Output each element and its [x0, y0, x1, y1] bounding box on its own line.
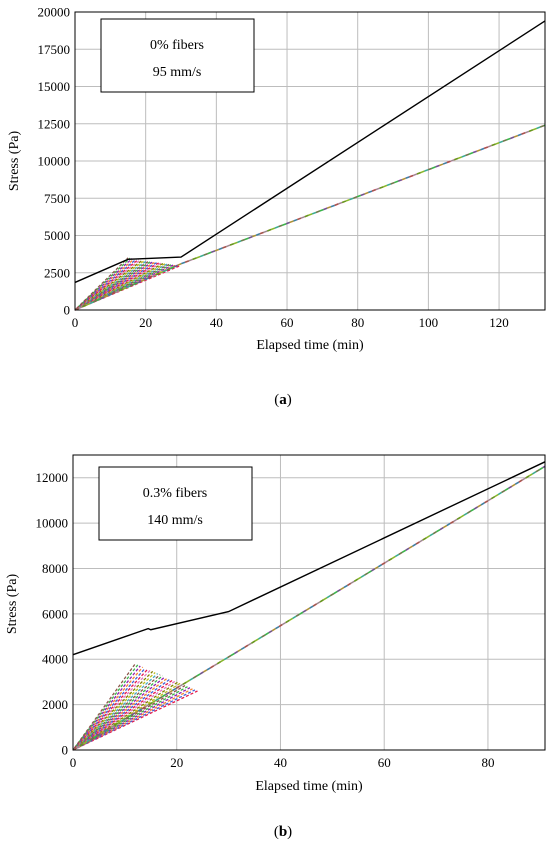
plot-frame-a [74, 11, 546, 311]
chart-panel-b: 0 20 40 60 80 0 2000 4000 6000 8000 10000 12000 El… [5, 454, 546, 840]
x-axis-label-a: Elapsed time (min) [256, 338, 364, 353]
y-tick-label: 12000 [36, 470, 69, 485]
fiber-curve [74, 262, 167, 311]
plot-frame-b [72, 454, 546, 751]
annotation-line-2-a: 95 mm/s [153, 65, 202, 80]
chart-panel-a: 0 20 40 60 80 100 120 0 2500 5000 7500 10000 12500 1… [7, 5, 546, 408]
annotation-line-1-a: 0% fibers [150, 38, 204, 53]
fiber-curve [74, 258, 137, 311]
y-tick-label: 10000 [36, 516, 69, 531]
main-curve [74, 124, 546, 311]
upper-curve [72, 461, 546, 656]
y-tick-label: 10000 [38, 154, 71, 169]
fiber-curve [72, 672, 156, 751]
series-lines-a [74, 20, 546, 311]
fiber-curve [72, 676, 166, 751]
y-tick-labels-b: 0 2000 4000 6000 8000 10000 12000 [36, 470, 69, 757]
gridlines-a [74, 11, 545, 311]
y-tick-label: 4000 [42, 652, 68, 667]
series-lines-b [72, 461, 546, 751]
annotation-line-1-b: 0.3% fibers [143, 486, 208, 501]
x-tick-label: 60 [378, 755, 391, 770]
fiber-curve [72, 689, 196, 751]
y-tick-label: 12500 [38, 116, 71, 131]
x-tick-label: 60 [281, 315, 294, 330]
fiber-curve [72, 663, 136, 751]
x-tick-label: 20 [170, 755, 183, 770]
y-axis-label-a: Stress (Pa) [7, 131, 22, 192]
panel-caption-b: (b) [274, 824, 292, 840]
y-tick-label: 0 [62, 743, 69, 758]
x-tick-label: 120 [489, 315, 509, 330]
panel-caption-a: (a) [274, 392, 292, 408]
y-tick-label: 2000 [42, 697, 68, 712]
y-tick-label: 2500 [44, 265, 70, 280]
x-tick-label: 40 [274, 755, 287, 770]
fiber-curve [74, 263, 175, 311]
fiber-curve [72, 674, 161, 751]
x-tick-label: 0 [70, 755, 77, 770]
fiber-curve [72, 670, 154, 751]
fiber-curve [74, 261, 161, 311]
y-tick-label: 20000 [38, 5, 71, 20]
fiber-curve [72, 668, 149, 751]
fiber-curve [72, 687, 191, 751]
fiber-curve [72, 664, 139, 751]
y-tick-label: 7500 [44, 191, 70, 206]
main-curve [72, 465, 546, 751]
x-tick-label: 80 [351, 315, 364, 330]
x-tick-label: 100 [419, 315, 439, 330]
fiber-curve [72, 675, 164, 751]
fiber-curve [74, 261, 159, 311]
upper-curve [74, 20, 546, 284]
fiber-curve [72, 667, 146, 751]
fiber-curve [74, 259, 146, 311]
x-tick-label: 80 [481, 755, 494, 770]
y-tick-label: 5000 [44, 228, 70, 243]
x-tick-labels-a: 0 20 40 60 80 100 120 [72, 315, 509, 330]
x-tick-label: 40 [210, 315, 223, 330]
x-tick-label: 0 [72, 315, 79, 330]
x-tick-labels-b: 0 20 40 60 80 [70, 755, 495, 770]
annotation-box-b: 0.3% fibers 140 mm/s [98, 466, 253, 541]
fiber-curve [74, 259, 144, 311]
x-axis-label-b: Elapsed time (min) [255, 779, 363, 794]
fiber-curve [72, 665, 141, 751]
y-tick-label: 0 [64, 303, 71, 318]
fiber-curve [72, 679, 173, 751]
y-tick-label: 15000 [38, 79, 71, 94]
fiber-curve [72, 686, 188, 751]
x-tick-label: 20 [139, 315, 152, 330]
annotation-box-a: 0% fibers 95 mm/s [100, 18, 255, 93]
y-tick-label: 8000 [42, 561, 68, 576]
y-axis-label-b: Stress (Pa) [5, 574, 20, 635]
y-tick-label: 17500 [38, 42, 71, 57]
fiber-curve [72, 690, 198, 751]
fiber-curve [72, 681, 178, 751]
y-tick-label: 6000 [42, 606, 68, 621]
annotation-line-2-b: 140 mm/s [147, 513, 203, 528]
y-tick-labels-a: 0 2500 5000 7500 10000 12500 15000 17500 20000 [38, 5, 71, 318]
